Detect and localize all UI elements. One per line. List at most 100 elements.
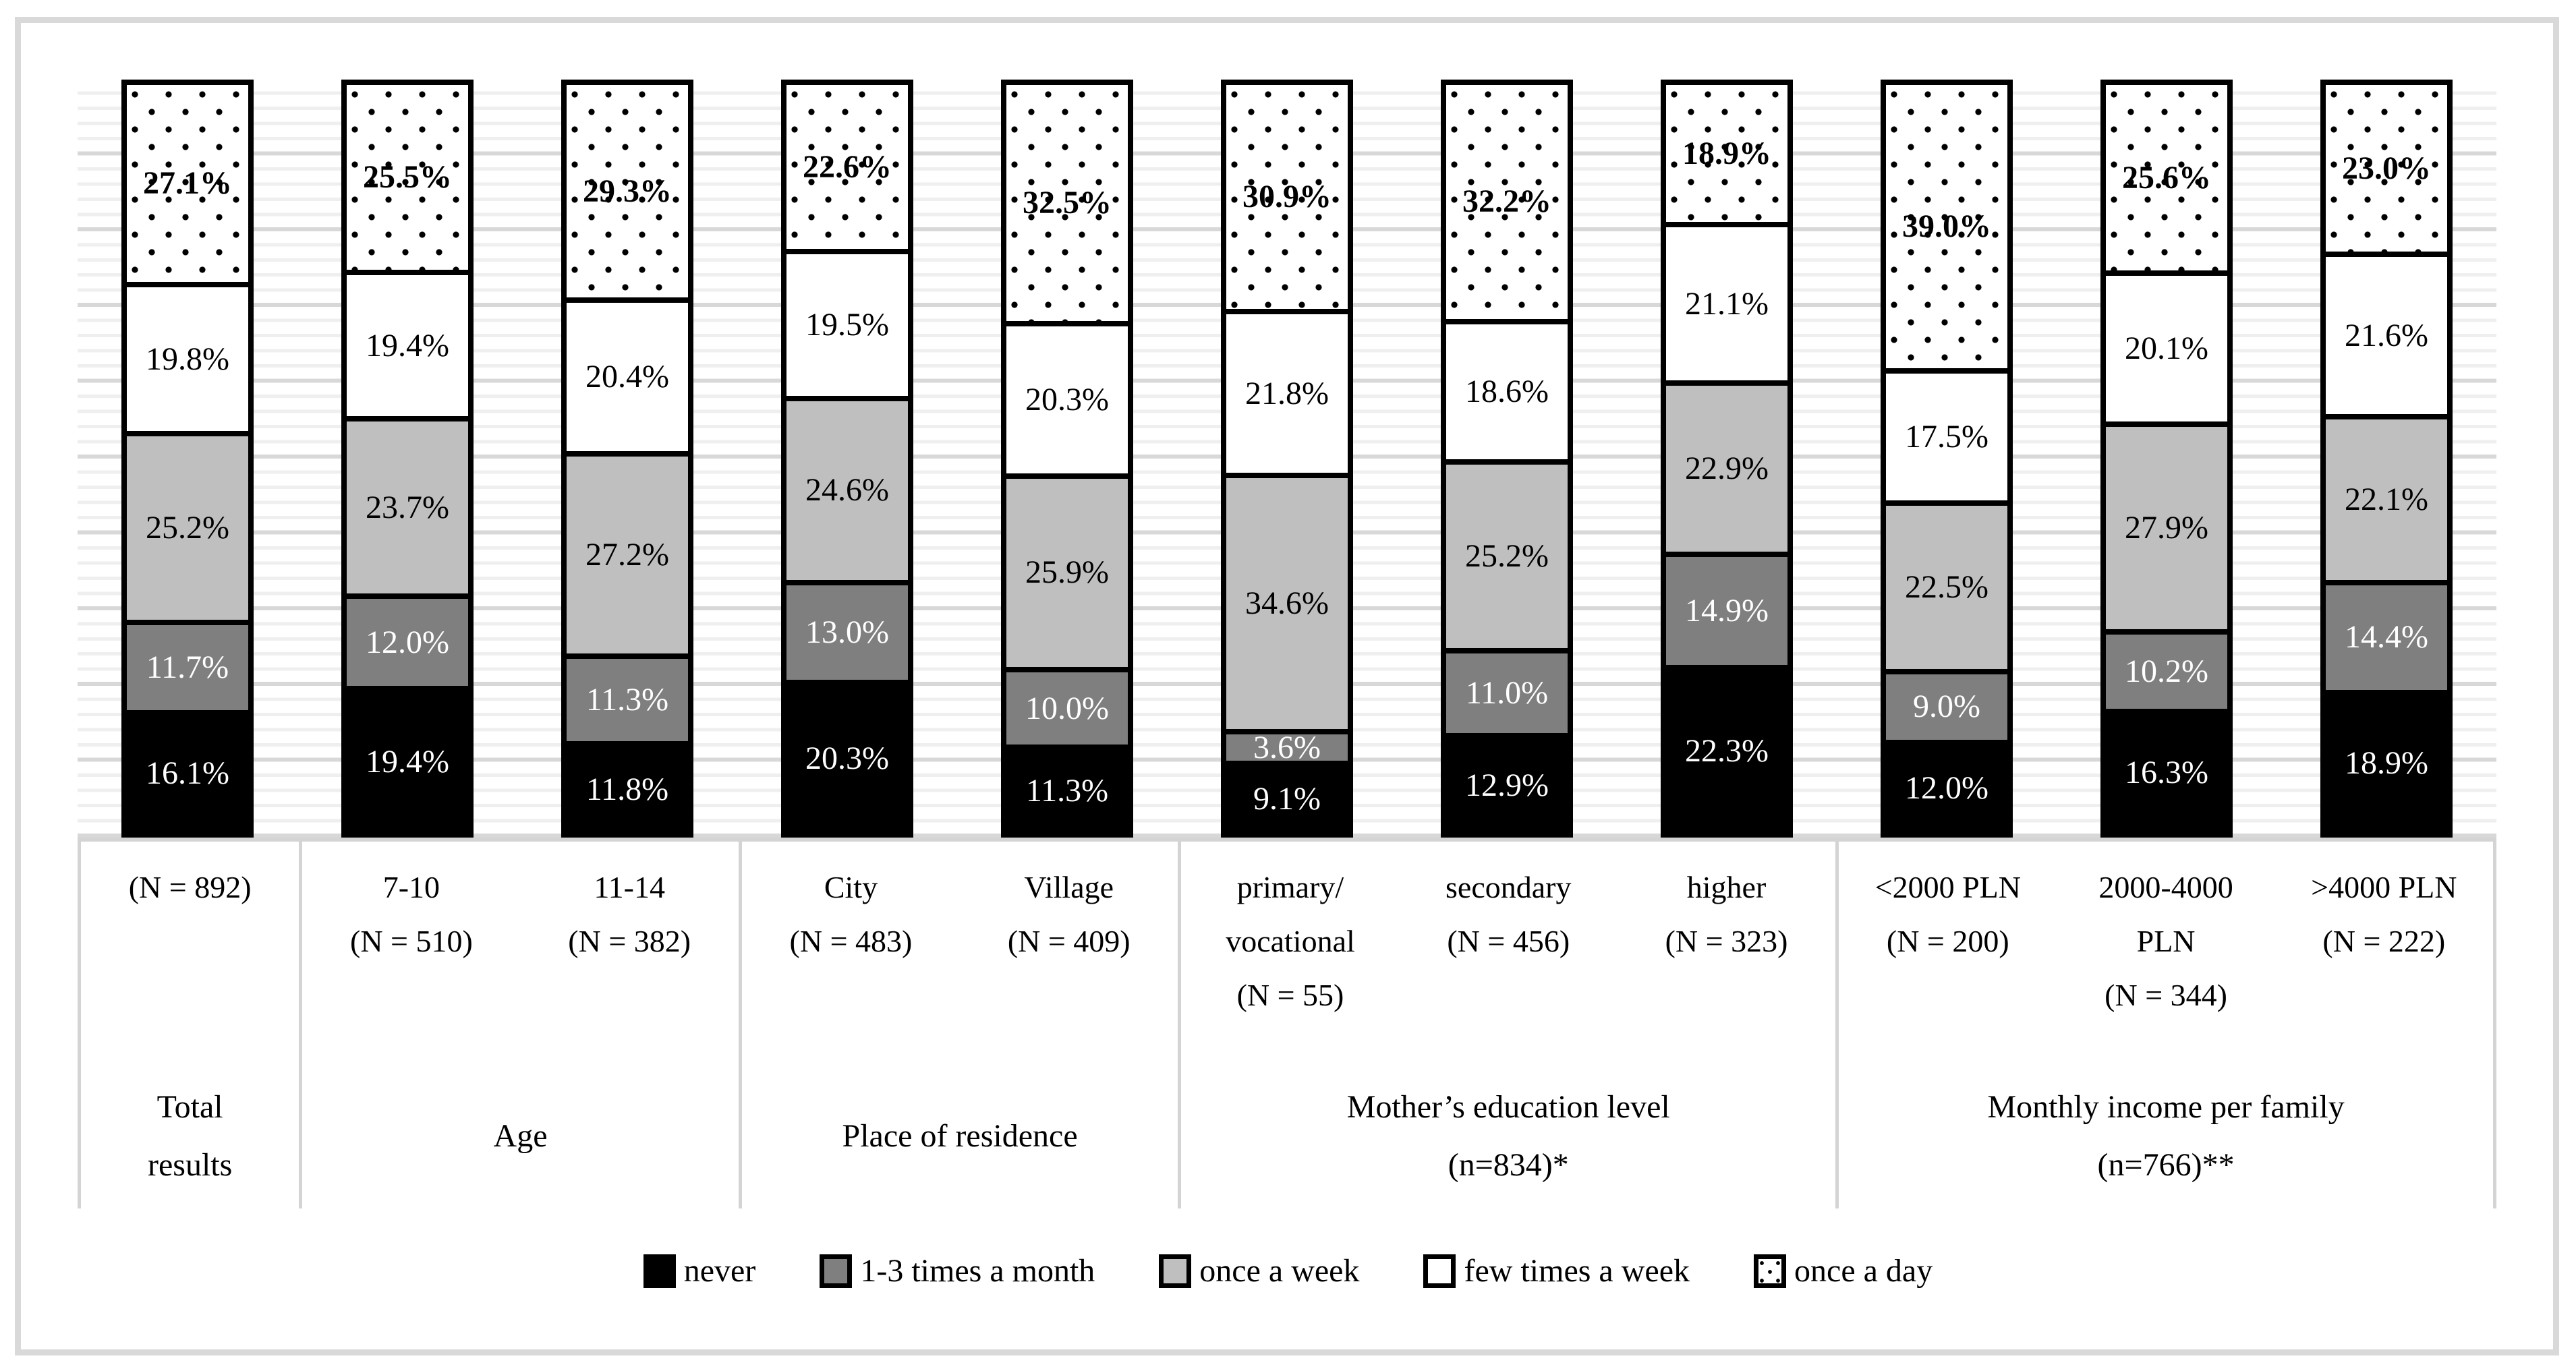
group-title-line: (n=834)* [1448, 1146, 1569, 1183]
bar-segment-m13: 14.9% [1661, 552, 1793, 671]
category-label-line: (N = 510) [350, 924, 473, 958]
segment-value-label: 13.0% [805, 614, 889, 650]
stacked-bar: 32.5% 20.3% 25.9% 10.0% 11.3% [1001, 80, 1133, 838]
bar-segment-week: 23.7% [341, 416, 474, 600]
segment-value-label: 14.9% [1685, 593, 1769, 629]
segment-value-label: 25.2% [146, 509, 229, 546]
category-label-line: (N = 456) [1447, 924, 1570, 958]
bar-segment-few: 19.4% [341, 270, 474, 422]
bar-slot: 25.6% 20.1% 27.9% 10.2% 16.3% [2057, 80, 2277, 838]
bar-segment-never: 12.0% [1881, 739, 2013, 838]
category-label-line: primary/ [1236, 870, 1344, 904]
bar-group: 25.5% 19.4% 23.7% 12.0% 19.4% 29.3% 20.4% 27.2%… [297, 80, 737, 838]
category-label-line: 11-14 [594, 870, 665, 904]
bar-segment-week: 22.9% [1661, 380, 1793, 558]
segment-value-label: 14.4% [2345, 619, 2428, 655]
bar-segment-day: 27.1% [121, 80, 254, 287]
bar-segment-few: 21.1% [1661, 222, 1793, 386]
category-label-row: City (N = 483) Village (N = 409) [742, 842, 1178, 1073]
segment-value-label: 39.0% [1902, 208, 1991, 244]
bar-segment-m13: 3.6% [1221, 729, 1353, 767]
bar-segment-few: 18.6% [1441, 318, 1573, 465]
segment-value-label: 9.1% [1253, 781, 1321, 817]
category-label: secondary (N = 456) [1400, 860, 1618, 1073]
bar-segment-never: 22.3% [1661, 665, 1793, 838]
stacked-bar: 25.6% 20.1% 27.9% 10.2% 16.3% [2100, 80, 2233, 838]
segment-value-label: 20.3% [805, 740, 889, 776]
bar-group: 27.1% 19.8% 25.2% 11.7% 16.1% [78, 80, 297, 838]
bar-segment-day: 23.0% [2320, 80, 2453, 258]
legend-swatch-never-icon [643, 1254, 676, 1288]
axis-group-column: <2000 PLN (N = 200) 2000-4000 PLN (N = 344) >… [1835, 842, 2496, 1208]
bar-segment-m13: 10.2% [2100, 629, 2233, 714]
bar-segment-m13: 9.0% [1881, 669, 2013, 745]
segment-value-label: 22.3% [1685, 733, 1769, 769]
segment-value-label: 23.7% [366, 489, 449, 525]
segment-value-label: 20.1% [2125, 330, 2208, 367]
stacked-bar: 29.3% 20.4% 27.2% 11.3% 11.8% [561, 80, 693, 838]
bar-segment-m13: 10.0% [1001, 666, 1133, 751]
category-label-line: (N = 55) [1236, 978, 1344, 1012]
category-label-line: PLN [2136, 924, 2196, 958]
group-title-line: Total [156, 1088, 223, 1125]
segment-value-label: 27.1% [143, 165, 232, 201]
category-label-row: 7-10 (N = 510) 11-14 (N = 382) [302, 842, 739, 1073]
segment-value-label: 22.1% [2345, 481, 2428, 517]
category-label-line: vocational [1226, 924, 1355, 958]
segment-value-label: 20.4% [585, 359, 669, 395]
segment-value-label: 10.0% [1025, 690, 1109, 726]
bar-segment-day: 22.6% [781, 80, 913, 255]
group-title-line: Monthly income per family [1987, 1088, 2345, 1125]
bar-slot: 25.5% 19.4% 23.7% 12.0% 19.4% [297, 80, 517, 838]
segment-value-label: 16.1% [146, 755, 229, 792]
segment-value-label: 19.5% [805, 307, 889, 343]
bar-slot: 22.6% 19.5% 24.6% 13.0% 20.3% [737, 80, 957, 838]
segment-value-label: 11.8% [585, 771, 669, 807]
segment-value-label: 11.3% [585, 682, 669, 718]
group-title-line: Age [493, 1117, 548, 1154]
category-label: 11-14 (N = 382) [521, 860, 739, 1073]
bar-slot: 29.3% 20.4% 27.2% 11.3% 11.8% [517, 80, 737, 838]
segment-value-label: 25.2% [1465, 537, 1549, 574]
bar-segment-week: 22.5% [1881, 500, 2013, 675]
group-title: Monthly income per family (n=766)** [1839, 1073, 2493, 1208]
category-label-line: (N = 483) [789, 924, 913, 958]
legend-swatch-m13-icon [820, 1254, 853, 1288]
category-label: higher (N = 323) [1618, 860, 1835, 1073]
bar-segment-few: 20.1% [2100, 270, 2233, 428]
bar-segment-week: 25.9% [1001, 473, 1133, 672]
segment-value-label: 32.2% [1462, 183, 1551, 220]
segment-value-label: 18.9% [1682, 135, 1771, 171]
segment-value-label: 22.5% [1905, 568, 1988, 605]
bar-segment-never: 9.1% [1221, 761, 1353, 838]
category-label-row: <2000 PLN (N = 200) 2000-4000 PLN (N = 344) >… [1839, 842, 2493, 1073]
segment-value-label: 25.9% [1025, 554, 1109, 591]
segment-value-label: 18.6% [1465, 373, 1549, 409]
bar-segment-never: 12.9% [1441, 733, 1573, 838]
bar-segment-m13: 11.0% [1441, 647, 1573, 739]
segment-value-label: 25.5% [363, 159, 452, 196]
category-label-line: secondary [1446, 870, 1572, 904]
segment-value-label: 19.4% [366, 327, 449, 363]
bar-segment-never: 19.4% [341, 686, 474, 838]
legend-item-few: few times a week [1423, 1254, 1690, 1288]
group-title-line: Place of residence [842, 1117, 1078, 1154]
axis-group-column: primary/vocational (N = 55) secondary (N = … [1178, 842, 1835, 1208]
bar-segment-m13: 12.0% [341, 593, 474, 692]
segment-value-label: 12.0% [366, 624, 449, 660]
stacked-bar: 23.0% 21.6% 22.1% 14.4% 18.9% [2320, 80, 2453, 838]
bar-segment-week: 22.1% [2320, 413, 2453, 585]
bar-segment-week: 25.2% [121, 431, 254, 625]
bar-segment-day: 18.9% [1661, 80, 1793, 228]
category-label-line: (N = 344) [2105, 978, 2227, 1012]
bar-segment-few: 21.6% [2320, 252, 2453, 419]
bar-segment-day: 32.2% [1441, 80, 1573, 324]
legend-item-m13: 1-3 times a month [820, 1254, 1095, 1288]
category-label-line: 2000-4000 [2098, 870, 2233, 904]
group-title-line: (n=766)** [2097, 1146, 2235, 1183]
bar-segment-day: 29.3% [561, 80, 693, 303]
legend-label: once a week [1199, 1253, 1360, 1289]
group-title-line: Mother’s education level [1346, 1088, 1670, 1125]
bar-segment-day: 32.5% [1001, 80, 1133, 326]
bar-segment-week: 27.2% [561, 450, 693, 660]
